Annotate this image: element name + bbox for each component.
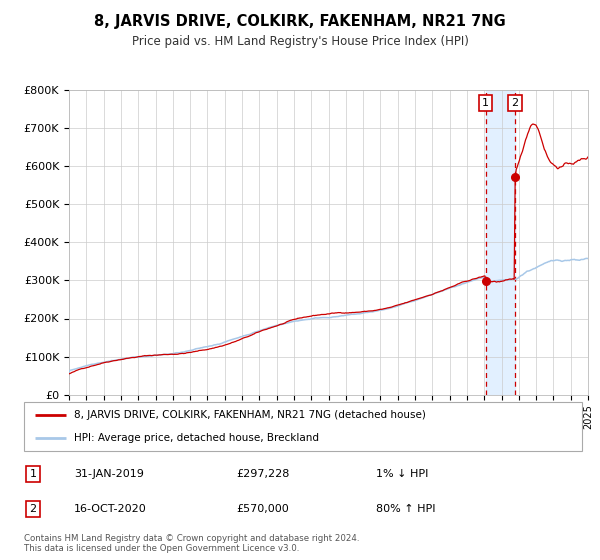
FancyBboxPatch shape (24, 402, 582, 451)
Text: Contains HM Land Registry data © Crown copyright and database right 2024.
This d: Contains HM Land Registry data © Crown c… (24, 534, 359, 553)
Text: £570,000: £570,000 (236, 504, 289, 514)
Text: 8, JARVIS DRIVE, COLKIRK, FAKENHAM, NR21 7NG: 8, JARVIS DRIVE, COLKIRK, FAKENHAM, NR21… (94, 14, 506, 29)
Text: HPI: Average price, detached house, Breckland: HPI: Average price, detached house, Brec… (74, 433, 319, 444)
Text: 1: 1 (29, 469, 37, 479)
Text: 2: 2 (512, 99, 519, 108)
Text: 1: 1 (482, 99, 489, 108)
Text: 2: 2 (29, 504, 37, 514)
Text: 31-JAN-2019: 31-JAN-2019 (74, 469, 144, 479)
Text: Price paid vs. HM Land Registry's House Price Index (HPI): Price paid vs. HM Land Registry's House … (131, 35, 469, 48)
Text: 1% ↓ HPI: 1% ↓ HPI (376, 469, 428, 479)
Bar (485, 90, 515, 395)
Text: 16-OCT-2020: 16-OCT-2020 (74, 504, 147, 514)
Text: 80% ↑ HPI: 80% ↑ HPI (376, 504, 435, 514)
Text: £297,228: £297,228 (236, 469, 289, 479)
Text: 8, JARVIS DRIVE, COLKIRK, FAKENHAM, NR21 7NG (detached house): 8, JARVIS DRIVE, COLKIRK, FAKENHAM, NR21… (74, 410, 426, 420)
